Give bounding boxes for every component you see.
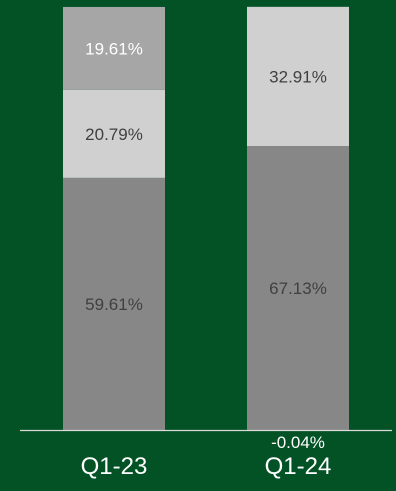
- data-label: 59.61%: [85, 295, 143, 314]
- bar-segment: [247, 6, 349, 147]
- data-label: 67.13%: [269, 279, 327, 298]
- bar-segment: [63, 89, 165, 178]
- data-label: 32.91%: [269, 67, 327, 86]
- data-label: -0.04%: [271, 433, 325, 452]
- category-label: Q1-23: [81, 453, 148, 480]
- bar-segment: [63, 6, 165, 90]
- data-label: 20.79%: [85, 125, 143, 144]
- category-label: Q1-24: [265, 453, 332, 480]
- bar-segment: [63, 177, 165, 430]
- bar-segment: [247, 146, 349, 430]
- data-label: 19.61%: [85, 39, 143, 58]
